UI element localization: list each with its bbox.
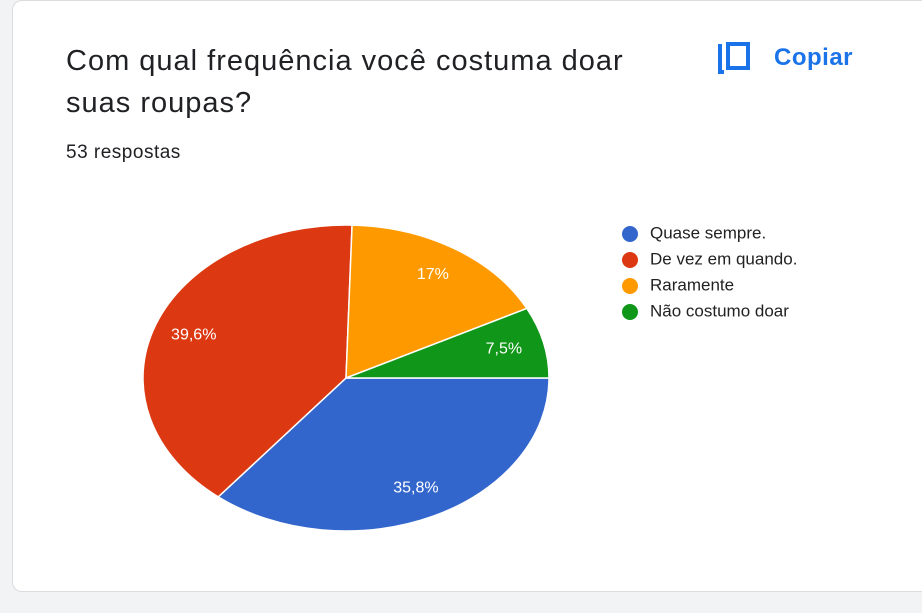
legend-swatch xyxy=(622,226,638,242)
legend-swatch xyxy=(622,278,638,294)
legend-label: Não costumo doar xyxy=(650,301,789,320)
pie-slice xyxy=(216,377,550,532)
copy-button[interactable]: Copiar xyxy=(716,40,853,76)
slice-label: 35,8% xyxy=(393,480,438,497)
legend-label: Quase sempre. xyxy=(650,223,766,242)
chart-title: Com qual frequência você costuma doar su… xyxy=(66,45,624,119)
slice-label: 39,6% xyxy=(171,327,216,344)
pie-slice xyxy=(345,224,528,380)
legend-label: Raramente xyxy=(650,275,734,294)
legend-label: De vez em quando. xyxy=(650,249,797,268)
pie-slice xyxy=(142,224,353,498)
slice-label: 7,5% xyxy=(486,341,522,358)
slice-label: 17% xyxy=(417,266,449,283)
copy-label: Copiar xyxy=(774,44,854,71)
pie-slice xyxy=(345,307,550,379)
legend-swatch xyxy=(622,252,638,268)
chart-subtitle: 53 respostas xyxy=(66,142,181,163)
copy-icon xyxy=(718,42,750,74)
legend-swatch xyxy=(622,304,638,320)
